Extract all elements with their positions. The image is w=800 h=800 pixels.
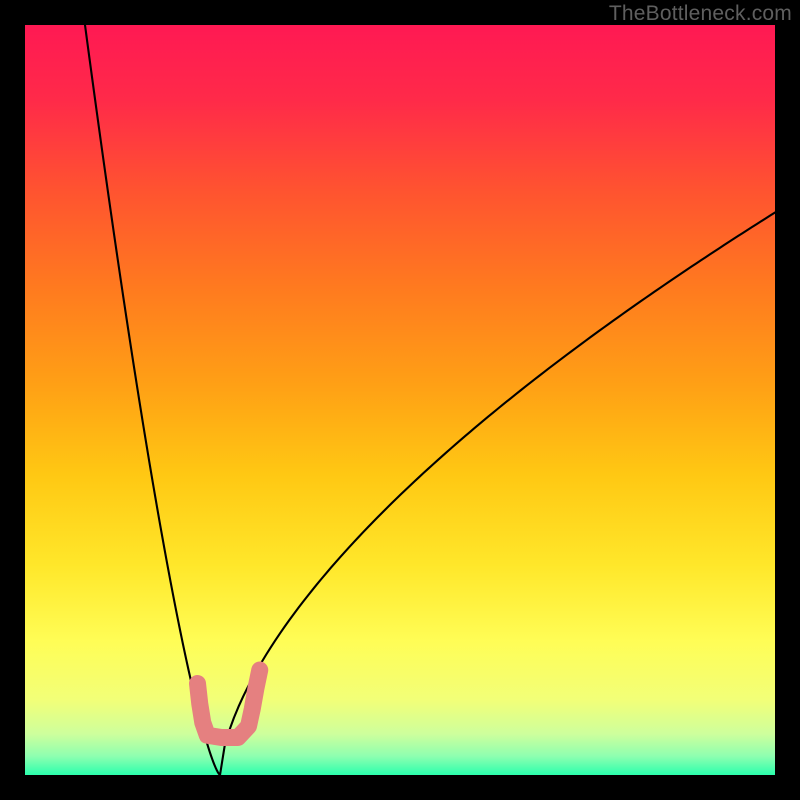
plot-area [25, 25, 775, 775]
watermark-text: TheBottleneck.com [609, 2, 792, 26]
gradient-background [25, 25, 775, 775]
bottleneck-curve-chart [25, 25, 775, 775]
chart-frame: TheBottleneck.com [0, 0, 800, 800]
